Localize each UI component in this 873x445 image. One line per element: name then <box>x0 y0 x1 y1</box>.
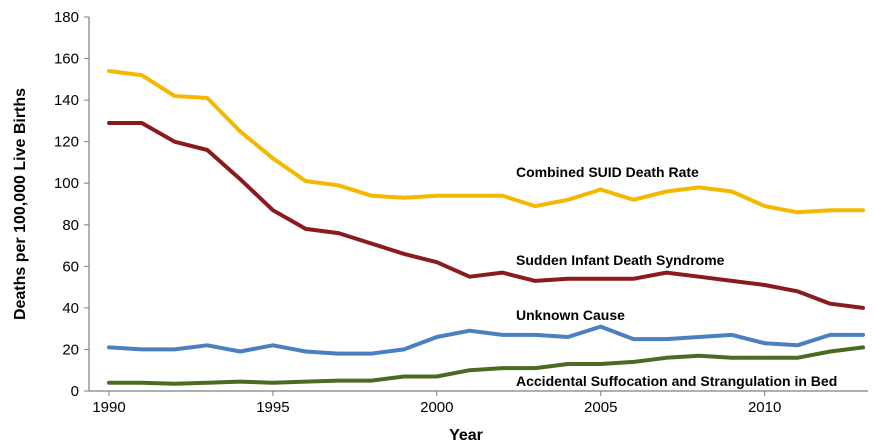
y-tick-label: 80 <box>62 217 79 234</box>
y-tick-label: 40 <box>62 300 79 317</box>
y-tick-label: 0 <box>71 383 79 400</box>
y-axis-title: Deaths per 100,000 Live Births <box>12 88 29 320</box>
series-label-accidental-suffocation: Accidental Suffocation and Strangulation… <box>516 373 837 389</box>
axes <box>89 17 868 391</box>
series-label-combined-suid: Combined SUID Death Rate <box>516 164 699 180</box>
y-ticks: 0 20 40 60 80 100 120 140 160 180 <box>54 9 89 400</box>
y-tick-label: 180 <box>54 9 79 26</box>
y-tick-label: 140 <box>54 92 79 109</box>
y-tick-label: 60 <box>62 258 79 275</box>
x-tick-label: 2010 <box>748 399 781 416</box>
x-tick-label: 2005 <box>584 399 617 416</box>
y-tick-label: 160 <box>54 51 79 68</box>
series-label-unknown-cause: Unknown Cause <box>516 307 625 323</box>
x-tick-label: 2000 <box>420 399 453 416</box>
series-line-unknown-cause <box>109 327 863 354</box>
x-ticks: 1990 1995 2000 2005 2010 <box>92 391 781 416</box>
series-line-sids <box>109 123 863 308</box>
y-tick-label: 20 <box>62 341 79 358</box>
y-tick-label: 100 <box>54 175 79 192</box>
x-tick-label: 1995 <box>256 399 289 416</box>
y-tick-label: 120 <box>54 134 79 151</box>
series-label-sids: Sudden Infant Death Syndrome <box>516 252 725 268</box>
series-line-combined-suid <box>109 71 863 212</box>
series-lines <box>109 71 863 384</box>
x-axis-title: Year <box>449 427 483 444</box>
x-tick-label: 1990 <box>92 399 125 416</box>
